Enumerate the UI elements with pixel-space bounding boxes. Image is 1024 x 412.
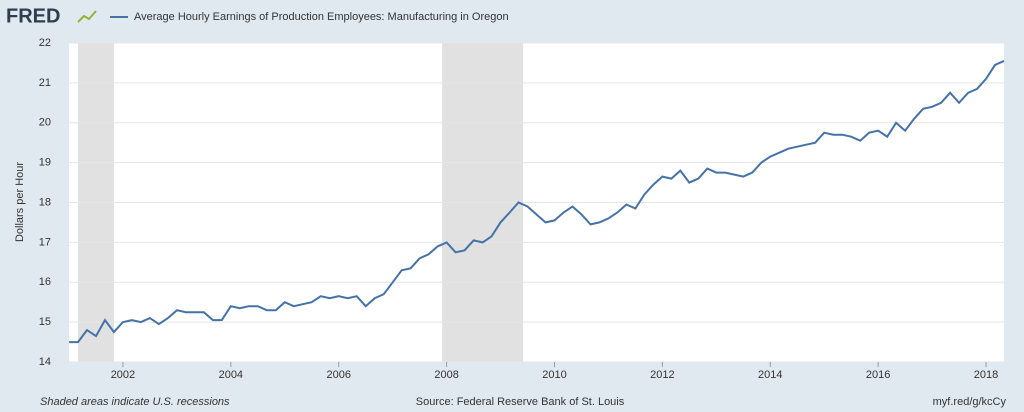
- y-tick-label: 21: [39, 77, 51, 89]
- y-tick-label: 22: [39, 37, 51, 49]
- y-tick-label: 20: [39, 117, 51, 129]
- y-tick-label: 18: [39, 196, 51, 208]
- x-tick-label: 2004: [219, 369, 243, 381]
- y-tick-label: 17: [39, 236, 51, 248]
- y-tick-label: 19: [39, 157, 51, 169]
- link[interactable]: myf.red/g/kcCy: [933, 396, 1007, 408]
- series-line: [69, 59, 1005, 344]
- source: Source: Federal Reserve Bank of St. Loui…: [416, 396, 625, 408]
- logo: FRED: [6, 5, 60, 27]
- y-tick-label: 14: [39, 356, 51, 368]
- legend-label: Average Hourly Earnings of Production Em…: [134, 11, 509, 23]
- x-tick-label: 2006: [326, 369, 350, 381]
- logo-icon: [77, 10, 97, 23]
- x-tick-label: 2008: [434, 369, 458, 381]
- y-axis-label: Dollars per Hour: [14, 162, 26, 242]
- x-tick-label: 2002: [111, 369, 135, 381]
- x-tick-label: 2014: [758, 369, 782, 381]
- y-tick-label: 16: [39, 276, 51, 288]
- x-tick-label: 2018: [974, 369, 998, 381]
- y-tick-label: 15: [39, 316, 51, 328]
- x-tick-label: 2012: [650, 369, 674, 381]
- recession-note: Shaded areas indicate U.S. recessions: [40, 396, 230, 408]
- x-tick-label: 2016: [866, 369, 890, 381]
- x-tick-label: 2010: [542, 369, 566, 381]
